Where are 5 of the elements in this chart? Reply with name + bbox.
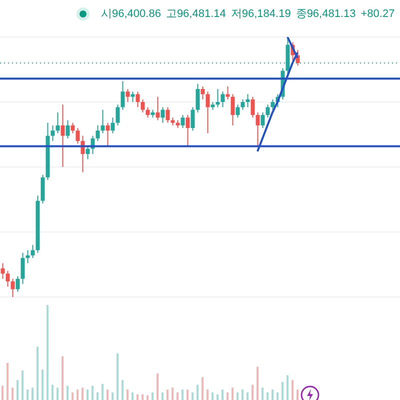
text: +80.27 xyxy=(360,8,395,20)
text: 종96,481.13 xyxy=(296,7,356,21)
text: 저96,184.19 xyxy=(230,7,291,21)
text: 시96,400.86 xyxy=(101,7,161,21)
text: 고96,481.14 xyxy=(166,7,226,21)
